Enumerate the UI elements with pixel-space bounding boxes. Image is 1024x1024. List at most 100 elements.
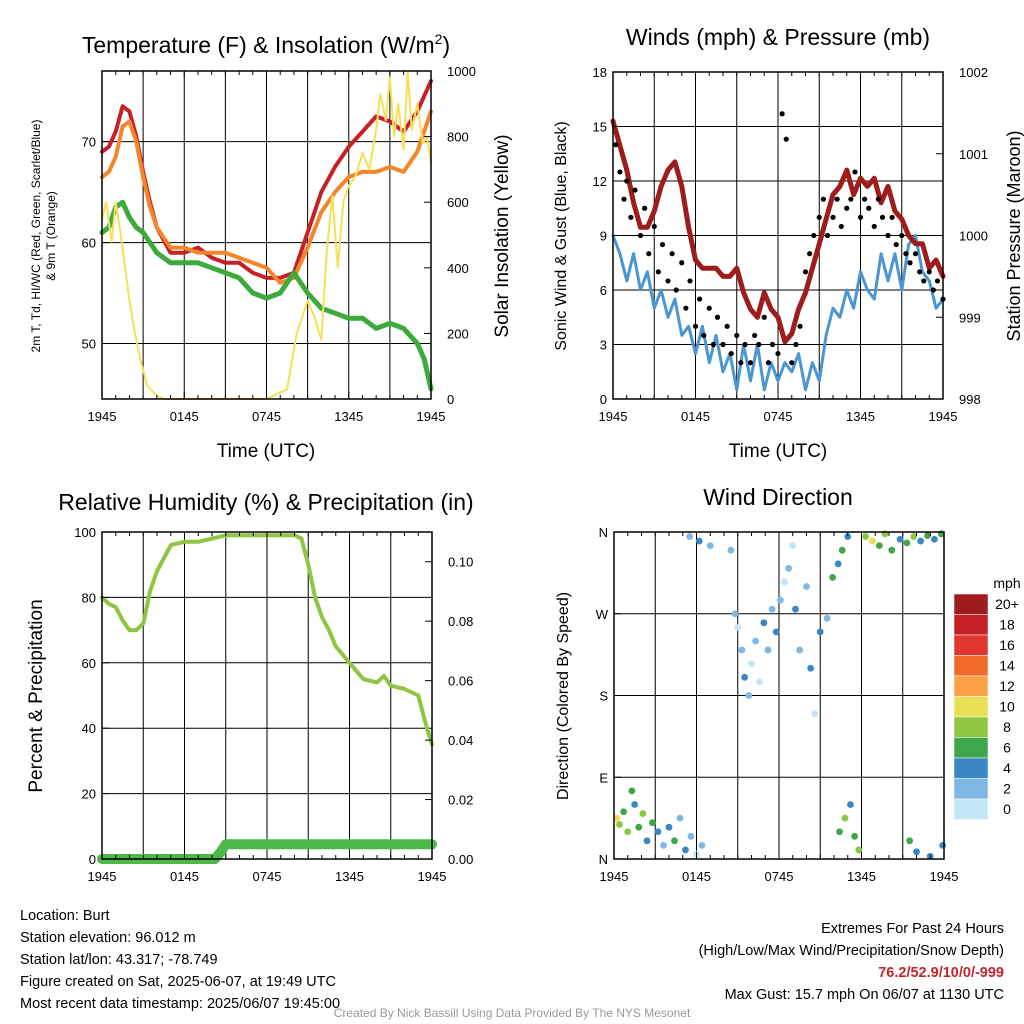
legend-swatch [953, 778, 989, 800]
gust-point [866, 205, 872, 211]
direction-point [624, 828, 632, 836]
direction-point [731, 610, 739, 618]
temperature-ylabel-line1: 2m T, Td, HI/WC (Red, Green, Scarlet/Blu… [29, 120, 43, 353]
td-line [99, 199, 434, 392]
direction-point [756, 678, 764, 686]
gust-point [893, 241, 899, 248]
y2-tick-label: 0.00 [448, 852, 473, 867]
humidity-panel: Relative Humidity (%) & Precipitation (i… [26, 489, 474, 884]
x-tick-label: 1345 [335, 869, 364, 884]
direction-point [875, 542, 883, 550]
extremes-info: Extremes For Past 24 Hours (High/Low/Max… [699, 918, 1004, 1006]
station-latlon: Station lat/lon: 43.317; -78.749 [20, 952, 218, 968]
direction-point [816, 628, 824, 636]
winds-ticks: 1945 0145 0745 1345 1945 0 3 6 9 12 15 18 998 999 1000… [593, 65, 988, 424]
legend-swatch [953, 696, 989, 718]
speed-legend: 20+ 18 16 14 12 10 8 6 4 2 0 [953, 593, 1019, 820]
x-tick-label: 0145 [681, 409, 710, 424]
direction-point [851, 832, 859, 840]
gust-point [728, 350, 734, 357]
direction-point [620, 808, 628, 816]
gust-point [742, 341, 748, 348]
y2-tick-label: 400 [447, 261, 469, 276]
winds-xlabel: Time (UTC) [729, 441, 828, 462]
gust-point [679, 260, 685, 266]
gust-point [834, 196, 840, 202]
gust-point [613, 142, 619, 148]
direction-point [695, 537, 703, 545]
direction-point [803, 583, 810, 590]
x-tick-label: 1945 [88, 869, 117, 884]
legend-swatch [953, 737, 989, 759]
gust-point [824, 232, 831, 239]
direction-point [789, 542, 797, 550]
direction-point [682, 846, 689, 854]
direction-point [772, 628, 780, 636]
legend-swatch [953, 798, 989, 820]
y-tick-label: 20 [82, 787, 96, 802]
x-tick-label: 0145 [170, 869, 199, 884]
gust-point [761, 314, 767, 320]
legend-swatch [953, 757, 989, 779]
recent-timestamp: Most recent data timestamp: 2025/06/07 1… [20, 996, 341, 1012]
wind-direction-panel: Wind Direction 1945 0145 0745 1345 1945 N E S W N… [555, 484, 1021, 884]
y-tick-label: 18 [593, 65, 607, 80]
legend-label: 0 [1003, 801, 1011, 817]
gust-point [930, 287, 936, 293]
solar-insolation-line [101, 70, 432, 400]
gust-point [838, 223, 844, 230]
y2-tick-label: 1002 [959, 65, 988, 80]
humidity-title: Relative Humidity (%) & Precipitation (i… [58, 489, 473, 515]
direction-point [776, 596, 784, 604]
x-tick-label: 1945 [88, 409, 117, 424]
y-tick-label: E [599, 770, 608, 785]
gust-point [714, 314, 721, 320]
direction-point [862, 533, 870, 540]
legend-label: 6 [1003, 740, 1011, 756]
direction-point [676, 814, 684, 822]
y2-tick-label: 200 [447, 326, 469, 341]
temperature-ticks: 1945 0145 0745 1345 1945 50 60 70 0 200 400 600 800 1… [82, 64, 476, 424]
y2-tick-label: 800 [447, 130, 469, 145]
direction-point [836, 828, 843, 836]
direction-point [829, 574, 837, 581]
gust-point [862, 196, 868, 202]
gust-point [789, 360, 795, 366]
x-tick-label: 1945 [417, 409, 446, 424]
temperature-title: Temperature (F) & Insolation (W/m2) [82, 31, 450, 58]
direction-point [792, 605, 799, 613]
gust-point [665, 278, 671, 284]
direction-point [643, 837, 651, 845]
gust-point [775, 350, 781, 357]
direction-point [913, 848, 920, 856]
y2-tick-label: 0.04 [448, 733, 473, 748]
gust-point [793, 341, 799, 348]
direction-point [768, 605, 776, 613]
direction-point [811, 710, 819, 718]
y-tick-label: 15 [593, 120, 607, 135]
direction-point [671, 837, 678, 845]
direction-point [734, 623, 742, 631]
figure-created: Figure created on Sat, 2025-06-07, at 19… [20, 974, 336, 990]
winds-ylabel: Sonic Wind & Gust (Blue, Black) [553, 121, 570, 350]
y-tick-label: S [599, 689, 608, 704]
gust-point [734, 332, 740, 339]
direction-point [869, 537, 876, 545]
direction-point [686, 533, 694, 540]
y2-tick-label: 600 [447, 195, 469, 210]
gust-point [807, 251, 813, 257]
gust-point [917, 269, 923, 275]
direction-point [785, 564, 793, 572]
y2-tick-label: 0.08 [448, 614, 473, 629]
x-tick-label: 1945 [929, 409, 958, 424]
gust-point [903, 251, 909, 257]
humidity-ylabel: Percent & Precipitation [26, 599, 47, 792]
gust-point [907, 260, 913, 266]
gust-point [747, 360, 754, 366]
x-tick-label: 0745 [252, 409, 281, 424]
x-tick-label: 1945 [599, 409, 628, 424]
x-tick-label: 0145 [170, 409, 199, 424]
winds-series [610, 111, 946, 392]
y2-tick-label: 998 [959, 392, 981, 407]
sonic-wind-line [611, 234, 945, 392]
